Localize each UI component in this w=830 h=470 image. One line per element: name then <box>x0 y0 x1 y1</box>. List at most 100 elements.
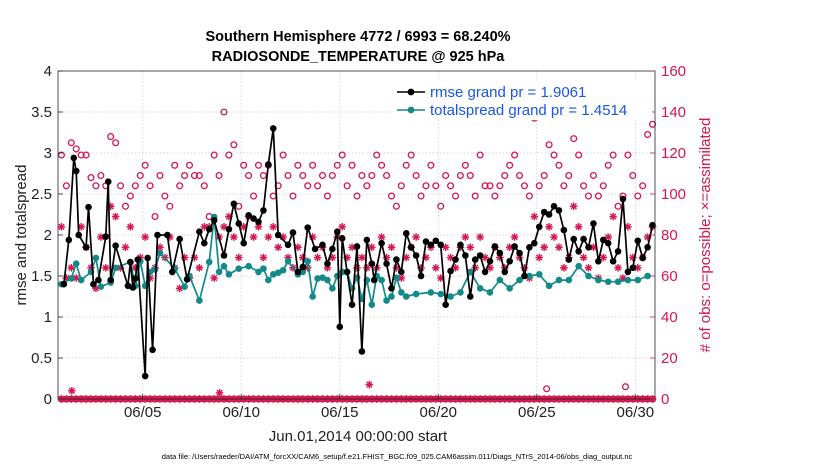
obs-possible-low-marker <box>543 385 551 393</box>
rmse-point <box>452 256 459 263</box>
totalspread-point <box>181 283 188 290</box>
obs-possible-marker <box>486 182 494 190</box>
obs-possible-marker <box>117 182 125 190</box>
legend-rmse-marker <box>407 88 415 96</box>
y-axis-label: rmse and totalspread <box>13 165 30 306</box>
obs-assimilated-marker <box>141 233 149 241</box>
rmse-point <box>388 285 395 292</box>
obs-possible-marker <box>107 133 115 141</box>
rmse-point <box>370 276 378 284</box>
rmse-point <box>521 272 528 280</box>
totalspread-point <box>535 271 543 278</box>
rmse-point <box>75 231 82 239</box>
obs-possible-marker <box>412 172 420 180</box>
obs-assimilated-marker <box>254 223 263 231</box>
plot-content <box>57 108 657 403</box>
obs-possible-marker <box>644 131 652 139</box>
rmse-point <box>644 244 651 251</box>
obs-possible-marker <box>442 172 450 180</box>
data-file-footer: data file: /Users/raeder/DAI/ATM_forcXX/… <box>162 452 633 461</box>
rmse-point <box>402 230 410 237</box>
obs-possible-marker <box>540 172 548 180</box>
rmse-point <box>442 301 449 309</box>
obs-possible-marker <box>358 172 366 180</box>
rmse-point <box>457 241 464 249</box>
totalspread-point <box>215 268 223 276</box>
obs-possible-marker <box>629 172 637 180</box>
obs-possible-marker <box>387 192 396 200</box>
obs-possible-marker <box>284 172 292 180</box>
obs-possible-marker <box>220 108 228 116</box>
obs-assimilated-marker <box>569 202 578 211</box>
rmse-point <box>491 243 499 250</box>
obs-assimilated-marker <box>367 243 376 252</box>
totalspread-point <box>545 282 553 290</box>
obs-possible-marker <box>126 192 134 200</box>
rmse-point <box>501 268 509 276</box>
obs-possible-marker <box>304 182 312 190</box>
obs-possible-marker <box>614 202 622 210</box>
rmse-point <box>624 268 632 276</box>
y-axis-right-label: # of obs: o=possible; ×=assimilated <box>697 118 714 353</box>
rmse-point <box>466 293 474 300</box>
rmse-point <box>107 276 115 284</box>
obs-assimilated-marker <box>230 233 238 241</box>
y-right-tick-label: 120 <box>661 145 686 162</box>
rmse-point <box>70 154 78 162</box>
rmse-point <box>311 245 319 253</box>
y-tick-label: 0 <box>44 391 52 408</box>
obs-possible-marker <box>545 141 553 149</box>
rmse-point <box>393 256 400 263</box>
rmse-point <box>590 220 597 227</box>
rmse-point <box>85 203 92 211</box>
obs-assimilated-marker <box>234 253 243 262</box>
rmse-point <box>545 211 553 218</box>
totalspread-point <box>112 264 119 272</box>
rmse-point <box>570 235 578 243</box>
totalspread-point <box>274 269 282 277</box>
rmse-point <box>398 268 405 276</box>
obs-possible-marker <box>496 182 504 190</box>
obs-possible-marker <box>72 145 80 153</box>
obs-assimilated-marker <box>550 233 558 241</box>
rmse-point <box>336 323 344 331</box>
rmse-point <box>595 257 602 265</box>
rmse-point <box>407 244 415 251</box>
obs-possible-marker <box>77 151 85 159</box>
obs-possible-marker <box>511 151 519 159</box>
rmse-point <box>154 231 161 239</box>
totalspread-point <box>412 290 420 298</box>
totalspread-point <box>565 276 573 284</box>
rmse-point <box>200 239 208 247</box>
rmse-point <box>481 268 489 276</box>
obs-assimilated-marker <box>510 233 519 241</box>
totalspread-point <box>575 262 582 270</box>
obs-assimilated-marker <box>338 223 347 231</box>
totalspread-point <box>220 262 228 270</box>
obs-possible-marker <box>112 139 120 147</box>
obs-assimilated-marker <box>540 243 548 252</box>
obs-assimilated-marker <box>313 253 322 262</box>
obs-possible-marker <box>471 192 479 200</box>
obs-assimilated-marker <box>210 274 218 282</box>
x-tick-label: 06/05 <box>124 404 162 421</box>
totalspread-point <box>644 272 651 280</box>
obs-assimilated-marker <box>476 233 484 241</box>
totalspread-point <box>634 276 642 284</box>
x-tick-label: 06/30 <box>617 404 655 421</box>
totalspread-point <box>378 276 385 284</box>
rmse-point <box>240 239 248 247</box>
totalspread-point <box>402 293 410 300</box>
obs-assimilated-marker <box>259 253 268 262</box>
obs-possible-marker <box>461 161 469 169</box>
rmse-point <box>422 238 430 245</box>
obs-possible-marker <box>250 192 258 200</box>
obs-possible-marker <box>466 172 474 180</box>
obs-possible-marker <box>240 161 248 169</box>
totalspread-point <box>437 290 445 298</box>
rmse-point <box>609 257 617 265</box>
obs-possible-marker <box>575 151 583 159</box>
rmse-point <box>319 241 326 249</box>
rmse-point <box>348 301 356 309</box>
rmse-point <box>112 242 119 249</box>
